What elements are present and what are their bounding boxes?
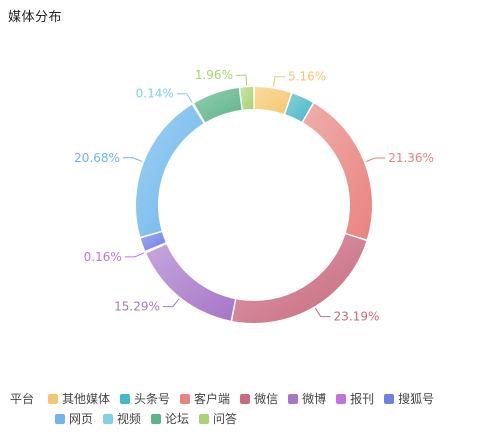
legend-item-2[interactable]: 客户端 <box>180 390 230 407</box>
slice-10[interactable] <box>240 87 254 110</box>
legend-item-5[interactable]: 报刊 <box>336 390 374 407</box>
legend-label-7: 网页 <box>69 412 94 426</box>
legend-label-6: 搜狐号 <box>398 392 435 406</box>
donut-chart: 5.16% 21.36% 23.19% 15.29% 0.16% 20.68% 0.14% 1… <box>74 68 434 323</box>
legend-row-1: 平台 其他媒体 头条号 客户端 微信 微博 报刊 搜狐号 <box>10 390 444 407</box>
legend-label-3: 微信 <box>254 392 279 406</box>
data-label-8: 0.14% <box>136 87 174 101</box>
slice-9[interactable] <box>194 88 242 123</box>
legend-label-4: 微博 <box>302 392 327 406</box>
label-line-5 <box>124 252 145 258</box>
legend-swatch-6 <box>384 393 395 404</box>
data-label-7: 20.68% <box>74 151 120 165</box>
label-line-0 <box>272 76 286 87</box>
legend-swatch-9 <box>151 413 162 424</box>
data-label-5: 0.16% <box>84 250 122 264</box>
legend-title: 平台 <box>10 392 35 406</box>
legend-swatch-8 <box>103 413 114 424</box>
slice-4[interactable] <box>146 244 235 321</box>
slice-0[interactable] <box>254 87 291 114</box>
data-label-10: 1.96% <box>195 68 233 82</box>
legend-label-10: 问答 <box>213 412 238 426</box>
legend-item-1[interactable]: 头条号 <box>120 390 170 407</box>
slice-2[interactable] <box>302 103 372 240</box>
slices-group <box>135 87 372 323</box>
legend-label-0: 其他媒体 <box>62 392 111 406</box>
legend-label-8: 视频 <box>117 412 142 426</box>
data-label-4: 15.29% <box>114 300 160 314</box>
data-label-2: 21.36% <box>388 151 434 165</box>
legend-swatch-0 <box>48 393 59 404</box>
slice-7[interactable] <box>135 104 204 237</box>
legend-swatch-7 <box>55 413 65 424</box>
legend-item-7[interactable]: 网页 <box>55 410 93 427</box>
label-line-2 <box>365 157 386 163</box>
legend-swatch-4 <box>288 393 299 404</box>
legend-swatch-10 <box>199 413 210 424</box>
legend-item-6[interactable]: 搜狐号 <box>384 390 434 407</box>
data-label-3: 23.19% <box>334 310 380 324</box>
slice-3[interactable] <box>232 234 367 323</box>
data-label-0: 5.16% <box>288 70 326 84</box>
legend-swatch-5 <box>336 393 347 404</box>
legend-item-9[interactable]: 论坛 <box>151 410 189 427</box>
legend-item-4[interactable]: 微博 <box>288 390 326 407</box>
legend-label-5: 报刊 <box>350 392 375 406</box>
slice-1[interactable] <box>285 93 313 122</box>
chart-title: 媒体分布 <box>8 10 63 25</box>
legend-row-2: 网页 视频 论坛 问答 <box>55 410 247 427</box>
label-line-7 <box>122 157 143 162</box>
legend-item-10[interactable]: 问答 <box>199 410 237 427</box>
label-line-4 <box>162 298 180 308</box>
label-line-10 <box>235 74 248 86</box>
legend-item-3[interactable]: 微信 <box>240 390 278 407</box>
label-line-8 <box>176 93 193 103</box>
legend-label-9: 论坛 <box>165 412 190 426</box>
legend-swatch-2 <box>180 393 191 404</box>
labels-group: 5.16% 21.36% 23.19% 15.29% 0.16% 20.68% 0.14% 1… <box>74 68 434 323</box>
slice-6[interactable] <box>140 232 166 251</box>
legend-label-1: 头条号 <box>134 392 171 406</box>
label-line-3 <box>315 307 331 318</box>
legend-label-2: 客户端 <box>194 392 231 406</box>
legend-item-0[interactable]: 其他媒体 <box>48 390 110 407</box>
legend-item-8[interactable]: 视频 <box>103 410 141 427</box>
legend-swatch-3 <box>240 393 251 404</box>
legend-swatch-1 <box>120 393 131 404</box>
